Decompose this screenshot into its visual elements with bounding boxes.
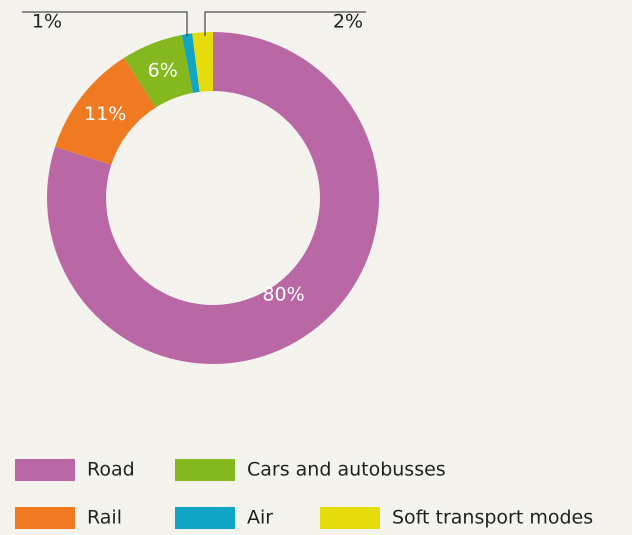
legend-label: Soft transport modes [392, 507, 593, 529]
donut-slice [192, 32, 213, 92]
slice-label: 2% [333, 11, 363, 33]
donut-slice [47, 32, 380, 364]
legend-swatch [15, 507, 75, 529]
legend-swatch [175, 507, 235, 529]
legend-label: Cars and autobusses [247, 459, 446, 481]
legend-swatch [320, 507, 380, 529]
legend-label: Rail [87, 507, 122, 529]
donut-slice [55, 57, 156, 165]
legend-label: Air [247, 507, 273, 529]
legend-label: Road [87, 459, 135, 481]
leader-line [204, 11, 366, 36]
donut-slice [181, 33, 200, 93]
slice-label: 6% [148, 60, 178, 82]
leader-line [22, 11, 188, 36]
slice-label: 11% [84, 103, 126, 125]
legend-swatch [175, 459, 235, 481]
legend-swatch [15, 459, 75, 481]
donut-slice [124, 34, 193, 108]
slice-label: 1% [32, 11, 62, 33]
slice-label: 80% [262, 284, 304, 306]
